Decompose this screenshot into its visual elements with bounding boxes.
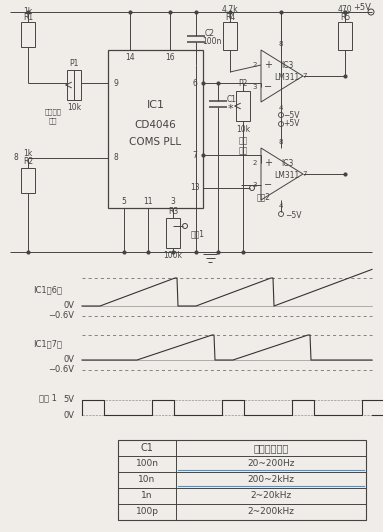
Text: 输出 1: 输出 1 — [39, 394, 57, 403]
Bar — [236, 91, 250, 121]
Text: 20~200Hz: 20~200Hz — [247, 460, 295, 469]
Text: R2: R2 — [23, 156, 33, 165]
Text: 4: 4 — [279, 203, 283, 209]
Text: 5V: 5V — [63, 395, 74, 404]
Text: 2: 2 — [253, 160, 257, 166]
Text: +5V: +5V — [353, 4, 371, 12]
Text: R3: R3 — [168, 207, 178, 217]
Text: −0.6V: −0.6V — [48, 312, 74, 320]
Text: −5V: −5V — [283, 111, 299, 120]
Text: 7: 7 — [303, 171, 307, 177]
Text: IC1的6脚: IC1的6脚 — [33, 286, 62, 295]
Text: 11: 11 — [143, 197, 153, 206]
Text: 3: 3 — [253, 182, 257, 188]
Text: LM311: LM311 — [274, 170, 300, 179]
Text: P1: P1 — [69, 59, 79, 68]
Text: 0V: 0V — [63, 411, 74, 420]
Text: R4: R4 — [225, 12, 235, 21]
Text: 13: 13 — [190, 184, 200, 193]
Bar — [166, 218, 180, 248]
Text: 2: 2 — [253, 62, 257, 68]
Text: C2: C2 — [205, 29, 215, 37]
Text: IC3: IC3 — [281, 160, 293, 169]
Text: 200~2kHz: 200~2kHz — [247, 476, 295, 485]
Text: COMS PLL: COMS PLL — [129, 137, 182, 147]
Text: 10k: 10k — [67, 104, 81, 112]
Text: LM311: LM311 — [274, 72, 300, 81]
Text: −: − — [264, 82, 272, 92]
Text: 3: 3 — [253, 84, 257, 90]
Text: P2: P2 — [238, 79, 248, 88]
Bar — [67, 70, 81, 100]
Text: 8: 8 — [279, 139, 283, 145]
Text: 调节: 调节 — [49, 118, 57, 124]
Text: 相位: 相位 — [238, 137, 248, 145]
Text: 8: 8 — [114, 154, 118, 162]
Text: +5V: +5V — [283, 120, 299, 129]
Text: 16: 16 — [165, 53, 175, 62]
Text: 2~20kHz: 2~20kHz — [250, 492, 291, 501]
Text: 470: 470 — [338, 5, 352, 14]
Text: C1: C1 — [141, 443, 154, 453]
Text: −: − — [264, 180, 272, 190]
Text: *: * — [227, 104, 233, 114]
Text: 100n: 100n — [202, 37, 222, 46]
Text: 6: 6 — [193, 79, 198, 87]
Text: 10n: 10n — [138, 476, 155, 485]
Text: 3: 3 — [170, 197, 175, 206]
Text: 输出1: 输出1 — [191, 229, 205, 238]
Text: 输出频率: 输出频率 — [44, 109, 62, 115]
Text: 1n: 1n — [141, 492, 153, 501]
Bar — [21, 22, 35, 47]
Text: 100p: 100p — [136, 508, 159, 517]
Text: 1k: 1k — [23, 6, 33, 15]
Text: C1: C1 — [227, 95, 237, 104]
Text: 14: 14 — [125, 53, 135, 62]
Text: 频率变化范围: 频率变化范围 — [254, 443, 289, 453]
Text: R1: R1 — [23, 13, 33, 22]
Text: 100n: 100n — [136, 460, 159, 469]
Text: 4.7k: 4.7k — [222, 5, 238, 14]
Text: 0V: 0V — [63, 302, 74, 311]
Text: R5: R5 — [340, 12, 350, 21]
Text: −5V: −5V — [285, 212, 301, 220]
Bar — [108, 50, 203, 208]
Text: 4: 4 — [279, 105, 283, 111]
Text: IC3: IC3 — [281, 62, 293, 71]
Text: +: + — [264, 158, 272, 168]
Text: 1k: 1k — [23, 149, 33, 159]
Text: 10k: 10k — [236, 124, 250, 134]
Text: IC1: IC1 — [147, 100, 165, 110]
Text: 8: 8 — [14, 154, 18, 162]
Text: 7: 7 — [303, 73, 307, 79]
Text: 9: 9 — [114, 79, 118, 87]
Text: +: + — [264, 60, 272, 70]
Text: 7: 7 — [193, 151, 198, 160]
Text: −0.6V: −0.6V — [48, 365, 74, 375]
Bar — [223, 22, 237, 50]
Text: CD4046: CD4046 — [135, 120, 177, 130]
Text: 5: 5 — [121, 197, 126, 206]
Text: 比较: 比较 — [238, 146, 248, 155]
Bar — [21, 168, 35, 193]
Bar — [338, 22, 352, 50]
Bar — [118, 440, 366, 520]
Text: 输出2: 输出2 — [257, 193, 271, 202]
Text: IC1的7脚: IC1的7脚 — [33, 339, 62, 348]
Text: 100k: 100k — [164, 252, 183, 261]
Text: 0V: 0V — [63, 355, 74, 364]
Text: 8: 8 — [279, 41, 283, 47]
Text: 2~200kHz: 2~200kHz — [247, 508, 295, 517]
